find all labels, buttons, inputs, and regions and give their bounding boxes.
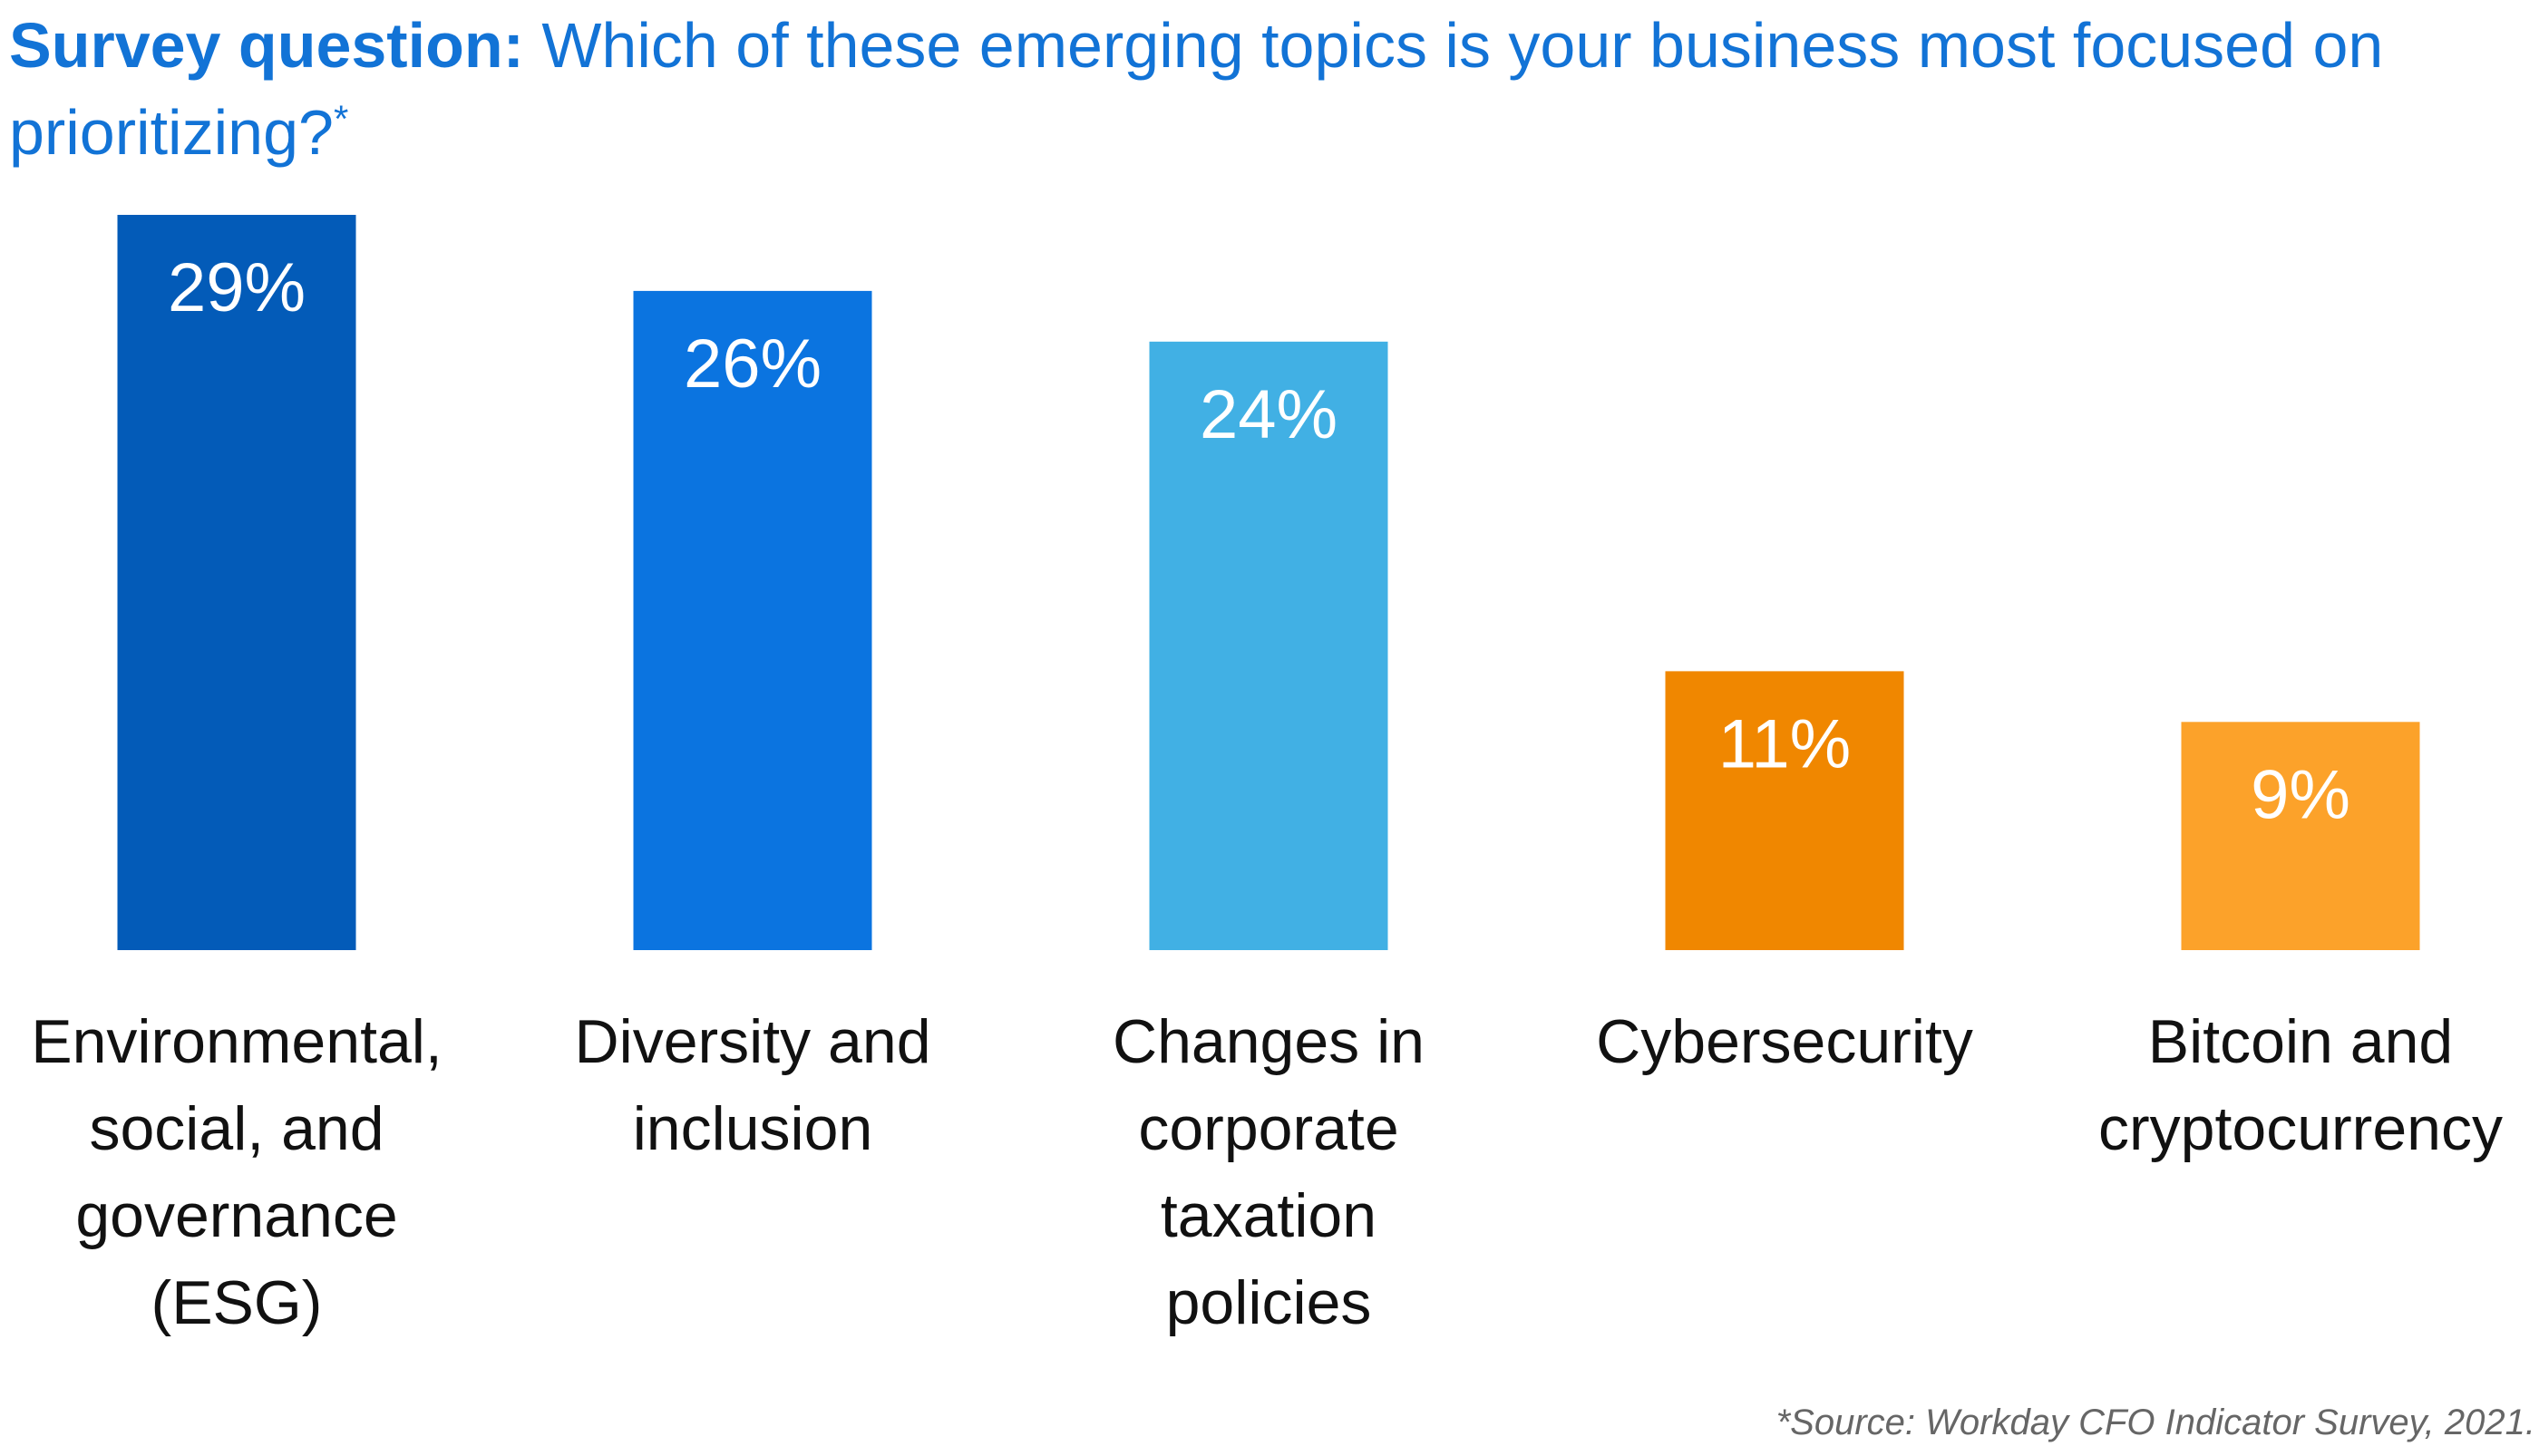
chart-title: Survey question: Which of these emerging… — [9, 2, 2494, 176]
bar-value-label-3: 24% — [1200, 376, 1338, 453]
bar-2 — [633, 290, 872, 950]
category-label-2: Diversity and inclusion — [574, 1007, 930, 1163]
source-note: *Source: Workday CFO Indicator Survey, 2… — [1775, 1403, 2535, 1442]
title-lead: Survey question: — [9, 10, 524, 81]
category-label-3: Changes in corporate taxation policies — [1113, 1007, 1425, 1337]
bar-5 — [2181, 722, 2420, 950]
bar-value-label-2: 26% — [684, 325, 822, 403]
title-asterisk: * — [333, 97, 349, 141]
bar-4 — [1665, 671, 1904, 950]
category-label-4: Cybersecurity — [1596, 1007, 1973, 1076]
category-label-1: Environmental, social, and governance (ESG) — [31, 1007, 443, 1337]
bar-value-label-1: 29% — [168, 249, 306, 326]
bar-value-label-5: 9% — [2251, 756, 2350, 833]
title-question: Which of these emerging topics is your b… — [9, 10, 2384, 168]
category-label-5: Bitcoin and cryptocurrency — [2098, 1007, 2503, 1163]
bar-value-label-4: 11% — [1718, 705, 1851, 782]
bar-3 — [1149, 341, 1388, 950]
bar-1 — [117, 215, 356, 950]
